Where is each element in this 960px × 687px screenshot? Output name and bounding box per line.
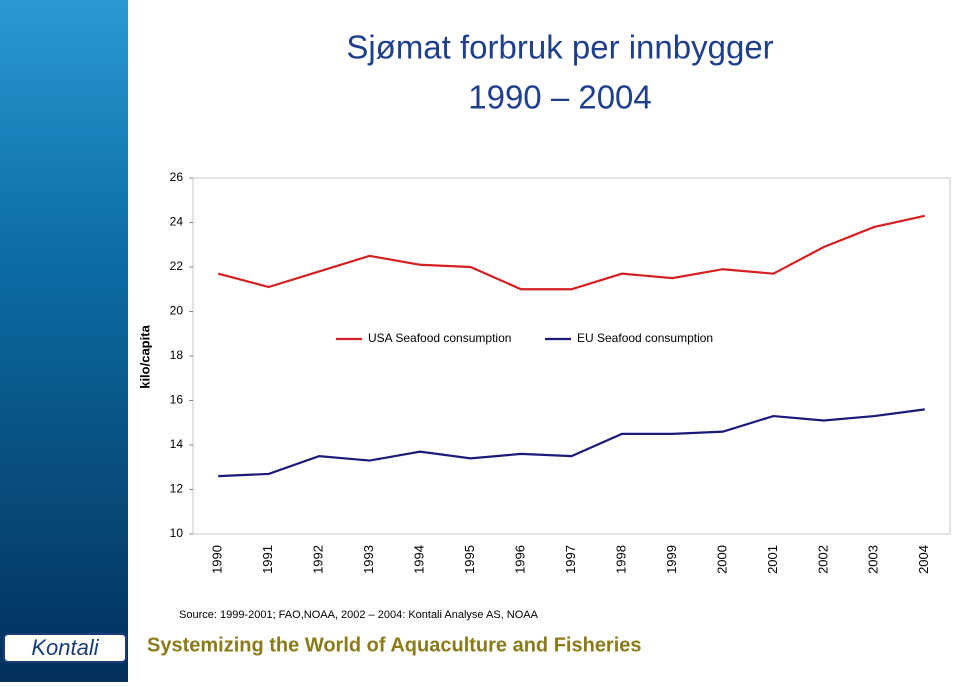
legend-label: EU Seafood consumption: [577, 331, 713, 345]
x-tick-label: 2001: [765, 545, 780, 574]
x-tick-label: 1991: [260, 545, 275, 574]
source-note: Source: 1999-2001; FAO,NOAA, 2002 – 2004…: [179, 609, 539, 621]
x-tick-label: 1992: [311, 545, 326, 574]
x-tick-label: 1990: [210, 545, 225, 574]
series-line: [217, 214, 926, 291]
subtitle: 1990 – 2004: [468, 79, 652, 116]
y-tick-label: 22: [170, 259, 184, 273]
x-tick-label: 2004: [916, 545, 931, 574]
y-tick-label: 10: [170, 526, 184, 540]
logo: Kontali: [31, 635, 99, 660]
y-tick-label: 20: [170, 304, 184, 318]
y-tick-label: 14: [170, 437, 184, 451]
title: Sjømat forbruk per innbygger: [346, 29, 773, 66]
x-tick-label: 1996: [512, 545, 527, 574]
x-tick-label: 2002: [815, 545, 830, 574]
x-tick-label: 1998: [613, 545, 628, 574]
x-tick-label: 2003: [866, 545, 881, 574]
tagline: Systemizing the World of Aquaculture and…: [147, 634, 642, 656]
y-tick-label: 16: [170, 393, 184, 407]
x-tick-label: 1994: [412, 545, 427, 574]
x-tick-label: 1997: [563, 545, 578, 574]
y-tick-label: 12: [170, 482, 184, 496]
plot-frame: [192, 177, 951, 535]
photo-panel: [0, 0, 128, 682]
series-line: [218, 408, 925, 478]
logo-box: [3, 633, 127, 663]
y-axis-label: kilo/capita: [137, 324, 152, 388]
y-tick-label: 24: [170, 215, 184, 229]
legend-label: USA Seafood consumption: [368, 331, 511, 345]
y-tick-label: 26: [170, 170, 184, 184]
x-tick-label: 1999: [664, 545, 679, 574]
y-tick-label: 18: [170, 348, 184, 362]
x-tick-label: 1993: [361, 545, 376, 574]
x-tick-label: 1995: [462, 545, 477, 574]
x-tick-label: 2000: [714, 545, 729, 574]
